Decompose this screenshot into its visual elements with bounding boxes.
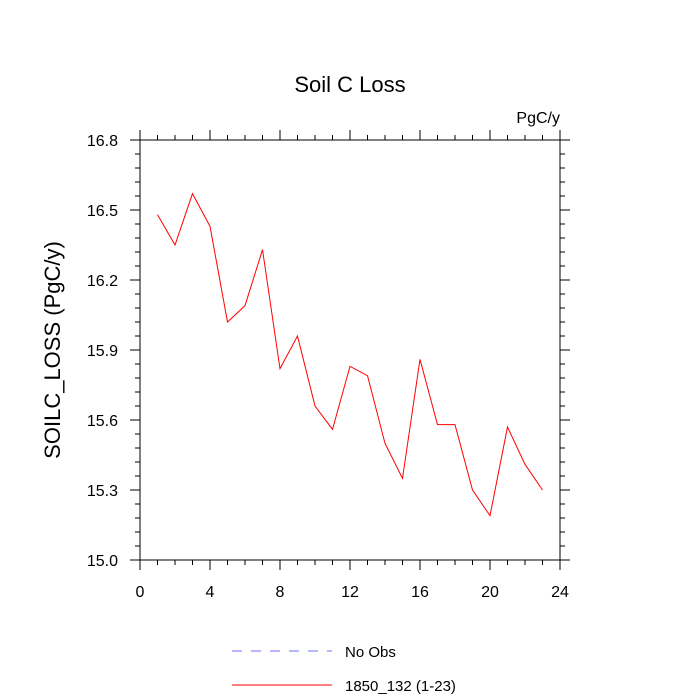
- y-tick-label: 15.0: [87, 553, 118, 570]
- plot-frame: [139, 139, 561, 561]
- axis-tick-labels: 0 4 8 12 16 20 24 15.0 15.3 15.6 15.9 16.2 16.5 16.8: [87, 133, 569, 601]
- x-tick-label: 12: [341, 584, 359, 601]
- units-label: PgC/y: [516, 110, 560, 127]
- x-tick-label: 16: [411, 584, 429, 601]
- series-line: [157, 192, 543, 517]
- series-group: [157, 192, 543, 517]
- y-tick-label: 15.6: [87, 413, 118, 430]
- x-tick-label: 0: [136, 584, 145, 601]
- y-tick-label: 15.3: [87, 483, 118, 500]
- legend-label-no-obs: No Obs: [345, 644, 396, 661]
- y-axis-label: SOILC_LOSS (PgC/y): [40, 241, 65, 459]
- x-tick-label: 24: [551, 584, 569, 601]
- x-tick-label: 20: [481, 584, 499, 601]
- legend-label-1850-132: 1850_132 (1-23): [345, 678, 456, 695]
- y-tick-label: 16.5: [87, 203, 118, 220]
- x-tick-label: 4: [206, 584, 215, 601]
- y-tick-label: 16.2: [87, 273, 118, 290]
- legend: No Obs 1850_132 (1-23): [232, 644, 456, 695]
- chart-title: Soil C Loss: [294, 72, 405, 97]
- x-tick-label: 8: [276, 584, 285, 601]
- y-tick-label: 16.8: [87, 133, 118, 150]
- axis-ticks: [130, 130, 570, 570]
- y-tick-label: 15.9: [87, 343, 118, 360]
